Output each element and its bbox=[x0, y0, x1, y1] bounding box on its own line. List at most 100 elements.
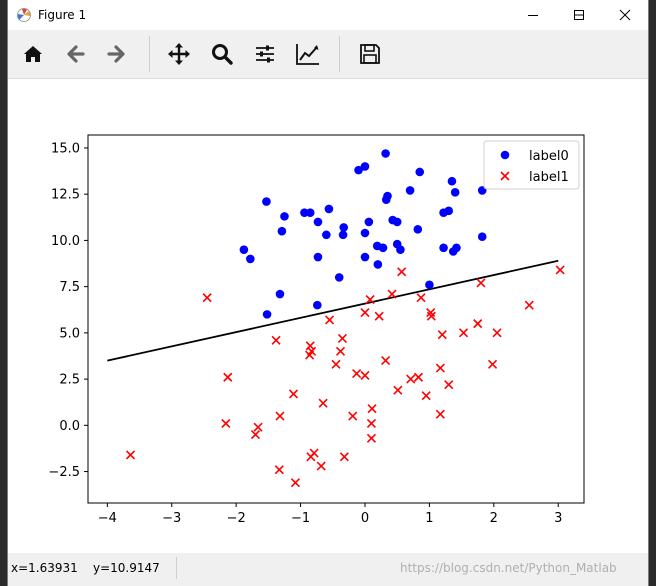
point-label1 bbox=[487, 359, 498, 369]
point-label1 bbox=[305, 350, 315, 360]
x-tick-label: 3 bbox=[554, 511, 562, 526]
point-label1 bbox=[366, 433, 376, 443]
edit-axis-button[interactable] bbox=[292, 38, 324, 70]
point-label0 bbox=[313, 300, 322, 310]
point-label1 bbox=[524, 300, 534, 310]
minimize-icon bbox=[574, 14, 584, 16]
scatter-plot[interactable]: −4 −3 −2 −1 0 1 2 3 −2.5 0.0 2.5 5.0 7.5 10.0 12.5 15.0… bbox=[8, 79, 648, 553]
x-tick-label: −1 bbox=[291, 511, 310, 526]
y-tick-label: 7.5 bbox=[59, 280, 80, 295]
point-label0 bbox=[360, 252, 370, 262]
point-label0 bbox=[381, 195, 391, 205]
zoom-icon bbox=[212, 44, 233, 65]
point-label1 bbox=[437, 330, 447, 340]
point-label0 bbox=[364, 217, 374, 227]
point-label1 bbox=[406, 374, 416, 384]
point-label1 bbox=[223, 372, 233, 382]
point-label1 bbox=[306, 452, 316, 462]
point-label1 bbox=[337, 333, 348, 343]
point-label0 bbox=[246, 254, 255, 264]
point-label1 bbox=[305, 341, 315, 351]
point-label0 bbox=[324, 204, 334, 214]
minimize-button-2[interactable] bbox=[510, 0, 556, 30]
x-tick-label: −3 bbox=[162, 511, 181, 526]
maximize-icon bbox=[574, 10, 584, 20]
point-label0 bbox=[338, 230, 348, 240]
point-label0 bbox=[313, 217, 323, 227]
save-icon bbox=[360, 44, 380, 64]
point-label1 bbox=[290, 478, 300, 488]
point-label0 bbox=[477, 232, 487, 242]
configure-subplots-button[interactable] bbox=[249, 38, 281, 70]
axis-ticks: −4 −3 −2 −1 0 1 2 3 −2.5 0.0 2.5 5.0 7.5 10.0 12.5 15.0 bbox=[48, 141, 562, 526]
window-title: Figure 1 bbox=[38, 8, 87, 22]
point-label0 bbox=[447, 176, 457, 186]
point-label1 bbox=[331, 359, 341, 369]
y-tick-label: 10.0 bbox=[51, 234, 80, 249]
point-label1 bbox=[271, 335, 281, 345]
point-label0 bbox=[405, 186, 415, 195]
status-bar: x=1.63931 y=10.9147 https://blog.csdn.ne… bbox=[8, 553, 648, 586]
point-label0 bbox=[439, 243, 448, 253]
y-tick-label: −2.5 bbox=[48, 465, 80, 480]
point-label1 bbox=[416, 293, 426, 303]
home-button[interactable] bbox=[17, 38, 49, 70]
point-label0 bbox=[378, 243, 388, 253]
point-label1 bbox=[435, 409, 445, 419]
zoom-button[interactable] bbox=[206, 38, 238, 70]
y-tick-label: 15.0 bbox=[51, 141, 80, 156]
cursor-y-readout: y=10.9147 bbox=[93, 561, 160, 575]
configure-subplots-icon bbox=[256, 45, 274, 63]
x-tick-label: −4 bbox=[98, 511, 117, 526]
y-tick-label: 2.5 bbox=[59, 373, 80, 388]
point-label0 bbox=[392, 217, 402, 227]
point-label1 bbox=[374, 311, 384, 321]
point-label1 bbox=[387, 289, 397, 299]
close-button[interactable] bbox=[602, 0, 648, 30]
point-label0 bbox=[381, 149, 390, 158]
point-label0 bbox=[425, 280, 434, 290]
point-label1 bbox=[360, 307, 370, 318]
minimize-button[interactable] bbox=[556, 0, 602, 30]
toolbar-separator-2 bbox=[339, 36, 340, 72]
figure-canvas[interactable]: −4 −3 −2 −1 0 1 2 3 −2.5 0.0 2.5 5.0 7.5 10.0 12.5 15.0… bbox=[8, 79, 648, 553]
point-label1 bbox=[339, 452, 349, 462]
decision-boundary-line bbox=[107, 259, 559, 362]
maximize-button[interactable] bbox=[556, 0, 602, 30]
point-label0 bbox=[262, 197, 271, 206]
x-tick-label: 0 bbox=[361, 511, 369, 526]
scatter-points bbox=[125, 149, 565, 488]
point-label0 bbox=[444, 206, 454, 216]
point-label0 bbox=[262, 310, 272, 319]
point-label0 bbox=[413, 225, 423, 234]
y-tick-label: 12.5 bbox=[51, 188, 80, 203]
point-label1 bbox=[352, 368, 362, 379]
point-label0 bbox=[277, 226, 287, 236]
forward-button[interactable] bbox=[101, 38, 133, 70]
point-label0 bbox=[396, 245, 405, 254]
point-label0 bbox=[373, 260, 383, 269]
point-label1 bbox=[335, 346, 346, 356]
point-label0 bbox=[354, 165, 363, 175]
point-label1 bbox=[250, 430, 261, 440]
point-label0 bbox=[450, 188, 460, 197]
save-button[interactable] bbox=[354, 38, 386, 70]
point-label1 bbox=[318, 398, 328, 408]
point-label0 bbox=[313, 252, 323, 262]
point-label1 bbox=[397, 267, 407, 277]
pan-button[interactable] bbox=[163, 38, 195, 70]
point-label1 bbox=[476, 278, 486, 288]
back-button[interactable] bbox=[59, 38, 91, 70]
point-label1 bbox=[125, 450, 136, 460]
minimize-icon bbox=[528, 15, 538, 16]
point-label1 bbox=[555, 265, 565, 275]
boundary-line bbox=[107, 259, 559, 362]
title-bar: Figure 1 bbox=[8, 0, 648, 30]
navigation-toolbar bbox=[8, 30, 648, 79]
point-label0 bbox=[448, 247, 458, 256]
point-label1 bbox=[202, 293, 212, 303]
home-icon bbox=[24, 46, 42, 62]
point-label1 bbox=[426, 311, 436, 321]
point-label1 bbox=[365, 295, 375, 305]
point-label1 bbox=[381, 356, 391, 366]
